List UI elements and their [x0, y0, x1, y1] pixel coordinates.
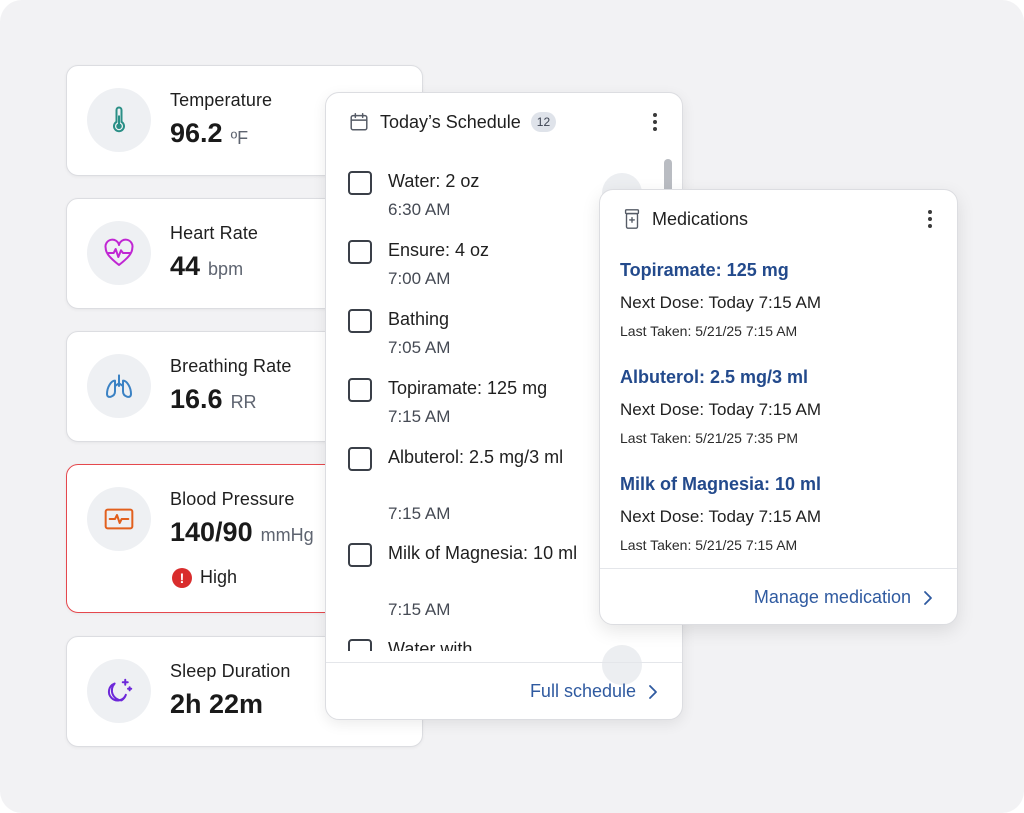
checkbox[interactable] [348, 240, 372, 264]
next-dose: Next Dose: Today 7:15 AM [620, 507, 821, 526]
full-schedule-link[interactable]: Full schedule [530, 681, 658, 702]
checkbox[interactable] [348, 447, 372, 471]
medications-footer: Manage medication [600, 568, 957, 624]
vital-label: Sleep Duration [170, 661, 291, 681]
schedule-item-time: 7:05 AM [388, 338, 451, 357]
next-dose: Next Dose: Today 7:15 AM [620, 400, 821, 419]
scrollbar[interactable] [664, 159, 672, 649]
schedule-count-badge: 12 [530, 112, 557, 132]
vital-unit: ºF [230, 128, 249, 148]
schedule-list: Water: 2 oz 6:30 AM Ensure: 4 oz 7:00 AM… [326, 157, 666, 651]
schedule-title: Today’s Schedule [380, 111, 521, 132]
calendar-icon [350, 113, 368, 131]
vital-label: Temperature [170, 90, 273, 110]
more-options-icon[interactable] [646, 111, 664, 133]
item-action-circle[interactable] [602, 645, 642, 685]
moon-stars-icon [87, 659, 151, 723]
medication-item: Milk of Magnesia: 10 ml Next Dose: Today… [620, 474, 940, 553]
chevron-right-icon [924, 590, 932, 605]
schedule-item-name: Bathing [388, 309, 450, 329]
vital-unit: bpm [208, 259, 244, 279]
vital-value: 44 bpm [170, 251, 244, 281]
schedule-item-name: Water with [388, 639, 473, 651]
manage-medication-label: Manage medication [753, 587, 911, 607]
medications-header: Medications [622, 206, 939, 232]
schedule-footer: Full schedule [326, 662, 682, 719]
vital-value: 96.2 ºF [170, 118, 249, 148]
vital-value: 2h 22m [170, 689, 264, 719]
medication-name-link[interactable]: Albuterol: 2.5 mg/3 ml [620, 367, 809, 387]
vital-value: 140/90 mmHg [170, 517, 314, 547]
schedule-item-name: Water: 2 oz [388, 171, 480, 191]
vital-unit: mmHg [260, 525, 314, 545]
checkbox[interactable] [348, 639, 372, 651]
schedule-item-name: Milk of Magnesia: 10 ml [388, 543, 578, 563]
schedule-item-time: 7:15 AM [388, 600, 451, 619]
alert-icon: ! [172, 567, 192, 588]
checkbox[interactable] [348, 171, 372, 195]
medication-name-link[interactable]: Milk of Magnesia: 10 ml [620, 474, 822, 494]
full-schedule-label: Full schedule [529, 681, 636, 701]
medication-item: Albuterol: 2.5 mg/3 ml Next Dose: Today … [620, 367, 940, 446]
last-taken: Last Taken: 5/21/25 7:35 PM [620, 430, 798, 446]
manage-medication-link[interactable]: Manage medication [754, 587, 933, 608]
schedule-item-name: Ensure: 4 oz [388, 240, 490, 260]
schedule-item-name: Albuterol: 2.5 mg/3 ml [388, 447, 564, 467]
checkbox[interactable] [348, 378, 372, 402]
vital-label: Blood Pressure [170, 489, 295, 509]
medication-item: Topiramate: 125 mg Next Dose: Today 7:15… [620, 260, 940, 339]
thermometer-icon [87, 88, 151, 152]
medications-panel: Medications Topiramate: 125 mg Next Dose… [599, 189, 958, 625]
last-taken: Last Taken: 5/21/25 7:15 AM [620, 537, 798, 553]
scrollbar-thumb[interactable] [664, 159, 672, 201]
vital-value: 16.6 RR [170, 384, 257, 414]
schedule-item-time: 7:00 AM [388, 269, 451, 288]
blood-pressure-monitor-icon [87, 487, 151, 551]
vital-label: Breathing Rate [170, 356, 292, 376]
vital-unit: RR [230, 392, 257, 412]
schedule-item-time: 6:30 AM [388, 200, 451, 219]
vital-label: Heart Rate [170, 223, 259, 243]
schedule-header: Today’s Schedule 12 [348, 109, 664, 135]
status-badge: ! High [172, 567, 237, 588]
lungs-icon [87, 354, 151, 418]
schedule-item-time: 7:15 AM [388, 504, 451, 523]
checkbox[interactable] [348, 543, 372, 567]
schedule-item-time: 7:15 AM [388, 407, 451, 426]
schedule-item-name: Topiramate: 125 mg [388, 378, 548, 398]
chevron-right-icon [649, 684, 657, 699]
pill-bottle-icon [624, 209, 640, 229]
heart-rate-icon [87, 221, 151, 285]
next-dose: Next Dose: Today 7:15 AM [620, 293, 821, 312]
checkbox[interactable] [348, 309, 372, 333]
medications-title: Medications [652, 208, 749, 229]
more-options-icon[interactable] [921, 208, 939, 230]
last-taken: Last Taken: 5/21/25 7:15 AM [620, 323, 798, 339]
status-text: High [200, 567, 238, 587]
medication-name-link[interactable]: Topiramate: 125 mg [620, 260, 789, 280]
